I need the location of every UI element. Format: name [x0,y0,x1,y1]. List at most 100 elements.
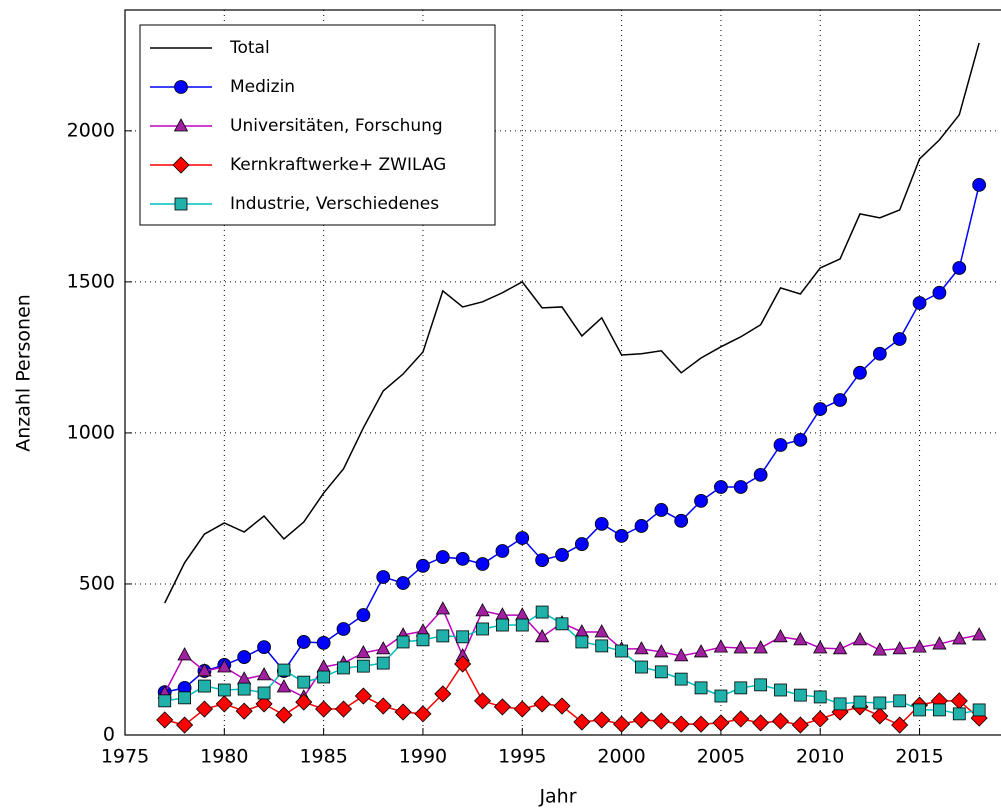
marker [714,689,728,703]
marker [574,537,589,551]
marker [654,644,669,658]
marker [295,693,313,711]
marker [456,630,470,644]
marker [873,696,887,710]
marker [932,285,947,300]
marker [833,393,847,407]
marker [912,639,927,653]
marker [356,608,371,622]
marker [852,632,868,646]
legend-box [139,24,496,226]
marker [515,618,529,632]
marker [533,695,551,713]
marker [872,346,887,361]
marker [396,635,410,649]
marker [574,624,590,638]
marker [892,641,907,655]
legend: Total Medizin Universitäten, Forschung Kern… [139,24,496,226]
marker [952,707,966,721]
legend-label: Universitäten, Forschung [230,116,443,136]
marker [754,678,768,692]
marker [255,695,273,713]
marker [376,641,391,655]
marker [496,618,509,632]
y-tick-label: 1500 [67,270,115,292]
marker [613,715,631,733]
marker [197,663,212,677]
marker [635,660,648,674]
marker [793,632,808,646]
marker [316,635,331,650]
marker [652,712,670,730]
marker [177,647,192,661]
marker [394,703,412,721]
marker [198,679,211,693]
marker [435,601,450,615]
marker [553,697,571,715]
marker [793,688,807,702]
marker [436,629,450,643]
marker [173,118,189,132]
marker [773,628,788,643]
marker [595,639,609,653]
series-line [164,607,980,698]
series-line [164,184,980,693]
x-tick-label: 2015 [895,746,943,768]
marker [156,711,174,729]
legend-label: Total [229,38,270,58]
marker [455,551,470,566]
marker [476,622,489,636]
marker [972,178,987,192]
marker [217,659,232,673]
legend-label: Medizin [230,77,295,97]
marker [753,468,768,482]
x-tick-label: 1995 [498,746,546,768]
marker [674,648,689,662]
legend-label: Industrie, Verschiedenes [230,194,439,214]
marker [174,197,188,211]
marker [336,622,351,636]
marker [376,656,390,670]
marker [773,438,788,452]
marker [414,705,432,723]
marker [534,628,550,643]
marker [811,710,829,728]
marker [714,480,728,494]
x-tick-label: 1990 [399,746,447,768]
marker [337,661,350,675]
marker [913,703,926,717]
marker [733,640,748,654]
marker [515,607,530,621]
marker [813,402,828,416]
marker [237,650,252,664]
marker [734,681,748,695]
x-axis-label: Jahr [538,786,576,808]
marker [178,691,191,705]
marker [692,715,710,733]
marker [475,557,490,571]
marker [535,553,550,567]
marker [594,516,609,531]
marker [493,698,511,716]
marker [952,631,967,645]
y-tick-label: 2000 [67,119,115,141]
marker [435,550,450,564]
marker [654,665,668,679]
marker [275,706,293,724]
marker [933,703,946,717]
marker [853,365,867,380]
marker [195,700,214,718]
marker [752,714,770,732]
marker [674,513,689,528]
marker [771,712,790,730]
series-line [164,42,980,604]
marker [791,716,809,734]
marker [634,519,649,533]
marker [276,679,292,693]
marker [495,544,510,558]
marker [573,713,591,731]
marker [475,603,490,617]
marker [674,672,688,686]
marker [356,644,371,659]
